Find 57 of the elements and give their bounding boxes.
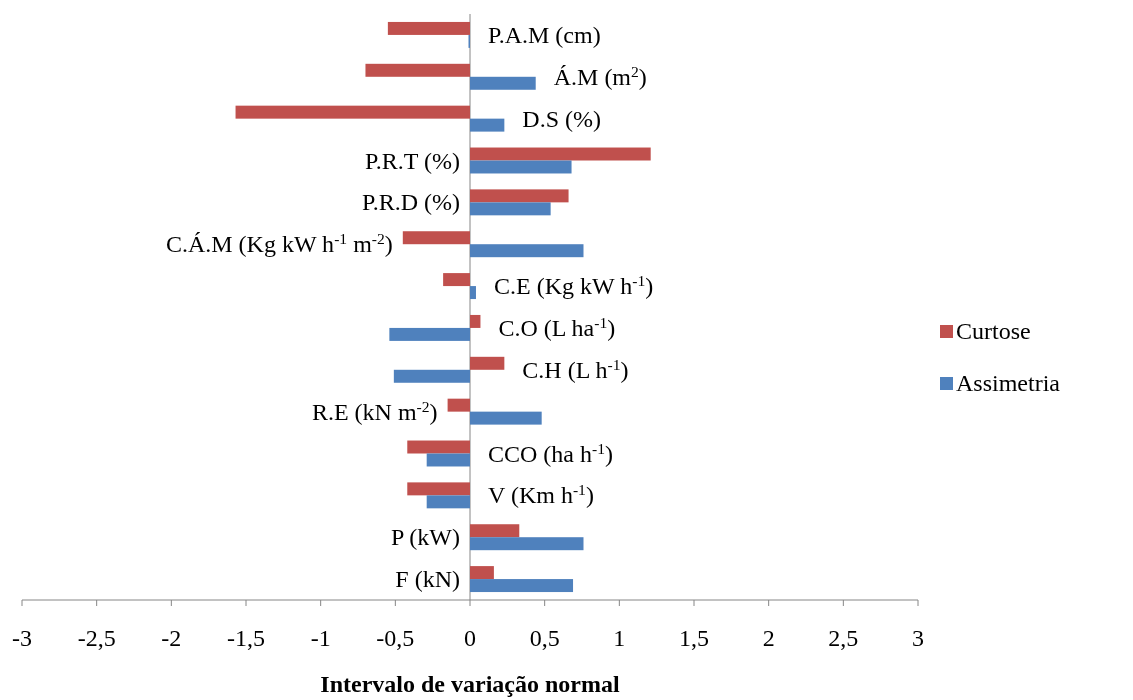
x-tick-label: 2,5 <box>828 625 859 651</box>
y-tick-label: Á.M (m$^{2}$) <box>553 62 647 90</box>
x-tick-label: -1 <box>310 625 331 651</box>
bar <box>470 118 505 132</box>
y-tick-label: C.H (L h$^{-1}$) <box>522 355 629 383</box>
x-tick-label: -3 <box>12 625 32 651</box>
bar <box>470 244 584 258</box>
bar <box>426 453 470 467</box>
x-tick-label: 2 <box>762 625 775 651</box>
y-tick-label: P.A.M (cm) <box>488 21 601 48</box>
x-tick-label: 0,5 <box>529 625 560 651</box>
bar <box>470 160 572 174</box>
bar <box>470 356 505 370</box>
bar <box>443 273 470 287</box>
bar <box>470 314 481 328</box>
x-axis-title: Intervalo de variação normal <box>320 671 620 697</box>
bar <box>389 327 470 341</box>
bar <box>393 369 470 383</box>
y-tick-label: P.R.D (%) <box>361 189 460 216</box>
bar <box>470 286 476 300</box>
y-tick-label: F (kN) <box>395 566 460 593</box>
x-tick-label: -1,5 <box>227 625 265 651</box>
y-tick-label: C.Á.M (Kg kW h$^{-1}$ m$^{-2}$) <box>165 229 393 258</box>
bar <box>407 440 470 454</box>
bar <box>470 566 494 580</box>
y-tick-label: R.E (kN m$^{-2}$) <box>311 397 438 425</box>
y-tick-label: C.E (Kg kW h$^{-1}$) <box>493 271 654 300</box>
y-tick-label: C.O (L ha$^{-1}$) <box>498 313 616 341</box>
x-tick-label: 0 <box>464 625 476 651</box>
bar <box>365 63 470 77</box>
y-tick-label: V (Km h$^{-1}$) <box>488 480 594 509</box>
bar <box>235 105 470 119</box>
x-tick-label: 1,5 <box>679 625 709 651</box>
y-tick-label: D.S (%) <box>522 105 601 132</box>
x-tick-label: 1 <box>613 625 626 651</box>
legend-label: Assimetria <box>956 370 1061 396</box>
y-tick-label: P.R.T (%) <box>365 147 460 174</box>
bar <box>470 537 584 551</box>
bar <box>426 495 470 509</box>
x-tick-label: -0,5 <box>376 625 415 651</box>
bar <box>470 579 574 593</box>
bar <box>407 482 470 496</box>
x-tick-label: 3 <box>912 625 924 651</box>
bar <box>470 411 542 425</box>
legend-label: Curtose <box>956 318 1031 344</box>
bar <box>470 189 569 203</box>
bar <box>470 202 551 216</box>
x-tick-label: -2,5 <box>77 625 116 651</box>
bar <box>387 21 470 35</box>
x-tick-label: -2 <box>161 625 182 651</box>
bar <box>470 524 520 538</box>
bar <box>470 147 651 161</box>
y-tick-label: CCO (ha h$^{-1}$) <box>488 439 613 467</box>
bar <box>447 398 470 412</box>
bar <box>402 231 470 245</box>
bar <box>470 76 536 90</box>
y-tick-label: P (kW) <box>390 524 460 551</box>
